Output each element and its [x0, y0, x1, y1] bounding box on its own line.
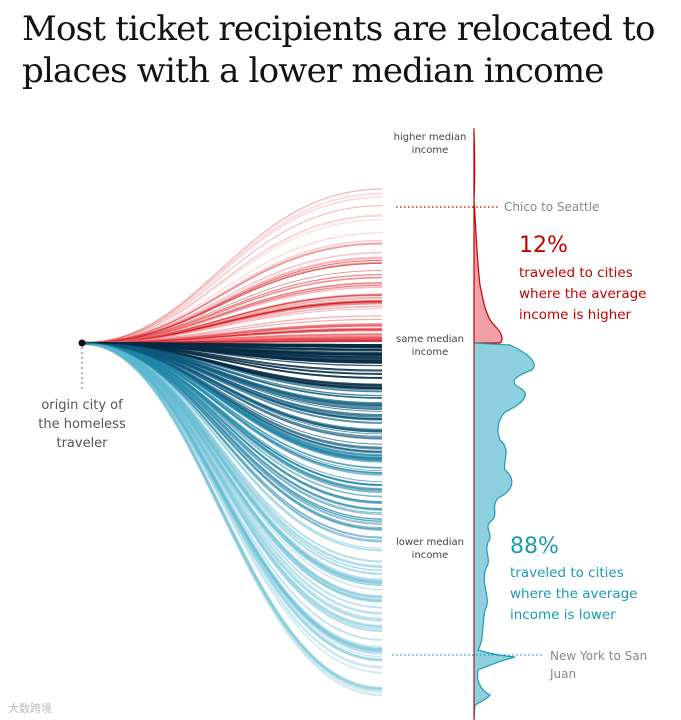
flow-line-lower: [81, 341, 383, 632]
flow-line-higher: [81, 257, 383, 344]
flow-line-lower: [81, 341, 383, 598]
flow-line-lower: [81, 341, 383, 584]
flow-line-lower: [81, 341, 383, 662]
flow-line-lower: [81, 342, 383, 633]
flow-line-lower: [81, 341, 383, 691]
flow-line-higher: [81, 296, 383, 344]
flow-line-higher: [81, 273, 383, 344]
flow-line-lower: [81, 341, 383, 641]
higher-median-label-2: income: [412, 145, 449, 156]
origin-label-3: traveler: [56, 436, 108, 451]
lower-median-label-1: lower median: [396, 537, 464, 548]
flow-line-higher: [81, 243, 383, 344]
flow-line-higher: [81, 188, 383, 344]
flow-line-higher: [81, 251, 383, 344]
lower-percent: 88%: [510, 534, 559, 559]
origin-label-2: the homeless: [38, 417, 126, 432]
flow-line-higher: [81, 282, 383, 344]
newyork-sanjuan-label-2: Juan: [549, 667, 576, 681]
flow-line-lower: [81, 341, 383, 662]
origin-point: [78, 339, 86, 347]
higher-text-2: where the average: [519, 286, 646, 302]
flow-line-lower: [81, 342, 383, 505]
flow-line-lower: [81, 342, 383, 572]
lower-median-label-2: income: [412, 550, 449, 561]
flow-line-lower: [81, 341, 383, 603]
same-median-label-2: income: [412, 347, 449, 358]
newyork-sanjuan-label-1: New York to San: [550, 649, 647, 663]
lower-text-1: traveled to cities: [510, 565, 624, 581]
flow-line-higher: [81, 239, 383, 344]
flow-line-lower: [81, 341, 383, 652]
flow-line-lower: [81, 342, 383, 674]
flow-line-higher: [81, 277, 383, 344]
flow-line-lower: [81, 342, 383, 598]
flow-line-lower: [81, 341, 383, 602]
flow-line-lower: [81, 341, 383, 651]
flow-line-lower: [81, 342, 383, 432]
higher-median-label-1: higher median: [394, 132, 467, 143]
flow-line-lower: [81, 341, 383, 650]
flow-line-lower: [81, 341, 383, 583]
flow-line-lower: [81, 341, 383, 697]
higher-percent: 12%: [519, 233, 568, 258]
same-median-label-1: same median: [396, 334, 464, 345]
lower-text-3: income is lower: [510, 607, 616, 623]
flow-line-higher: [81, 242, 383, 344]
flow-line-lower: [81, 342, 383, 520]
flow-line-lower: [81, 342, 383, 563]
flow-line-lower: [81, 342, 383, 552]
flow-line-lower: [81, 342, 383, 628]
flow-line-higher: [81, 219, 383, 344]
flow-line-higher: [81, 196, 383, 344]
flow-line-higher: [81, 214, 383, 344]
flow-line-lower: [81, 341, 383, 621]
flow-line-lower: [81, 342, 383, 658]
flow-line-lower: [81, 342, 383, 348]
lower-income-distribution: [473, 342, 535, 720]
flow-line-lower: [81, 342, 383, 393]
higher-text-3: income is higher: [519, 307, 632, 323]
flow-line-lower: [81, 341, 383, 629]
flow-line-higher: [81, 262, 383, 344]
flow-line-lower: [81, 342, 383, 586]
flow-line-higher: [81, 269, 383, 344]
flow-line-higher: [81, 259, 383, 344]
flow-lines: [81, 188, 383, 697]
flow-line-higher: [81, 276, 383, 344]
flow-line-lower: [81, 341, 383, 655]
flow-line-lower: [81, 342, 383, 591]
flow-line-lower: [81, 341, 383, 654]
flow-line-higher: [81, 192, 383, 344]
flow-line-higher: [81, 259, 383, 344]
higher-text-1: traveled to cities: [519, 265, 633, 281]
flow-line-lower: [81, 341, 383, 575]
flow-line-lower: [81, 341, 383, 568]
lower-text-2: where the average: [510, 586, 637, 602]
flow-line-higher: [81, 188, 383, 344]
origin-label-1: origin city of: [41, 398, 123, 413]
flow-line-lower: [81, 342, 383, 652]
flow-line-lower: [81, 341, 383, 615]
flow-line-lower: [81, 342, 383, 539]
flow-line-lower: [81, 341, 383, 586]
higher-income-distribution: [473, 129, 503, 344]
flow-line-higher: [81, 276, 383, 344]
flow-line-lower: [81, 341, 383, 694]
flow-line-lower: [81, 341, 383, 609]
flow-line-higher: [81, 204, 383, 344]
flow-line-higher: [81, 232, 383, 344]
flow-line-lower: [81, 342, 383, 483]
chart-title: Most ticket recipients are relocated to …: [22, 9, 655, 91]
flow-line-higher: [81, 261, 383, 344]
chico-seattle-label: Chico to Seattle: [504, 200, 599, 214]
watermark: 大数跨境: [8, 701, 52, 715]
flow-line-lower: [81, 342, 383, 622]
flow-line-lower: [81, 341, 383, 690]
flow-line-higher: [81, 256, 383, 344]
flow-line-lower: [81, 341, 383, 669]
flow-line-lower: [81, 341, 383, 691]
